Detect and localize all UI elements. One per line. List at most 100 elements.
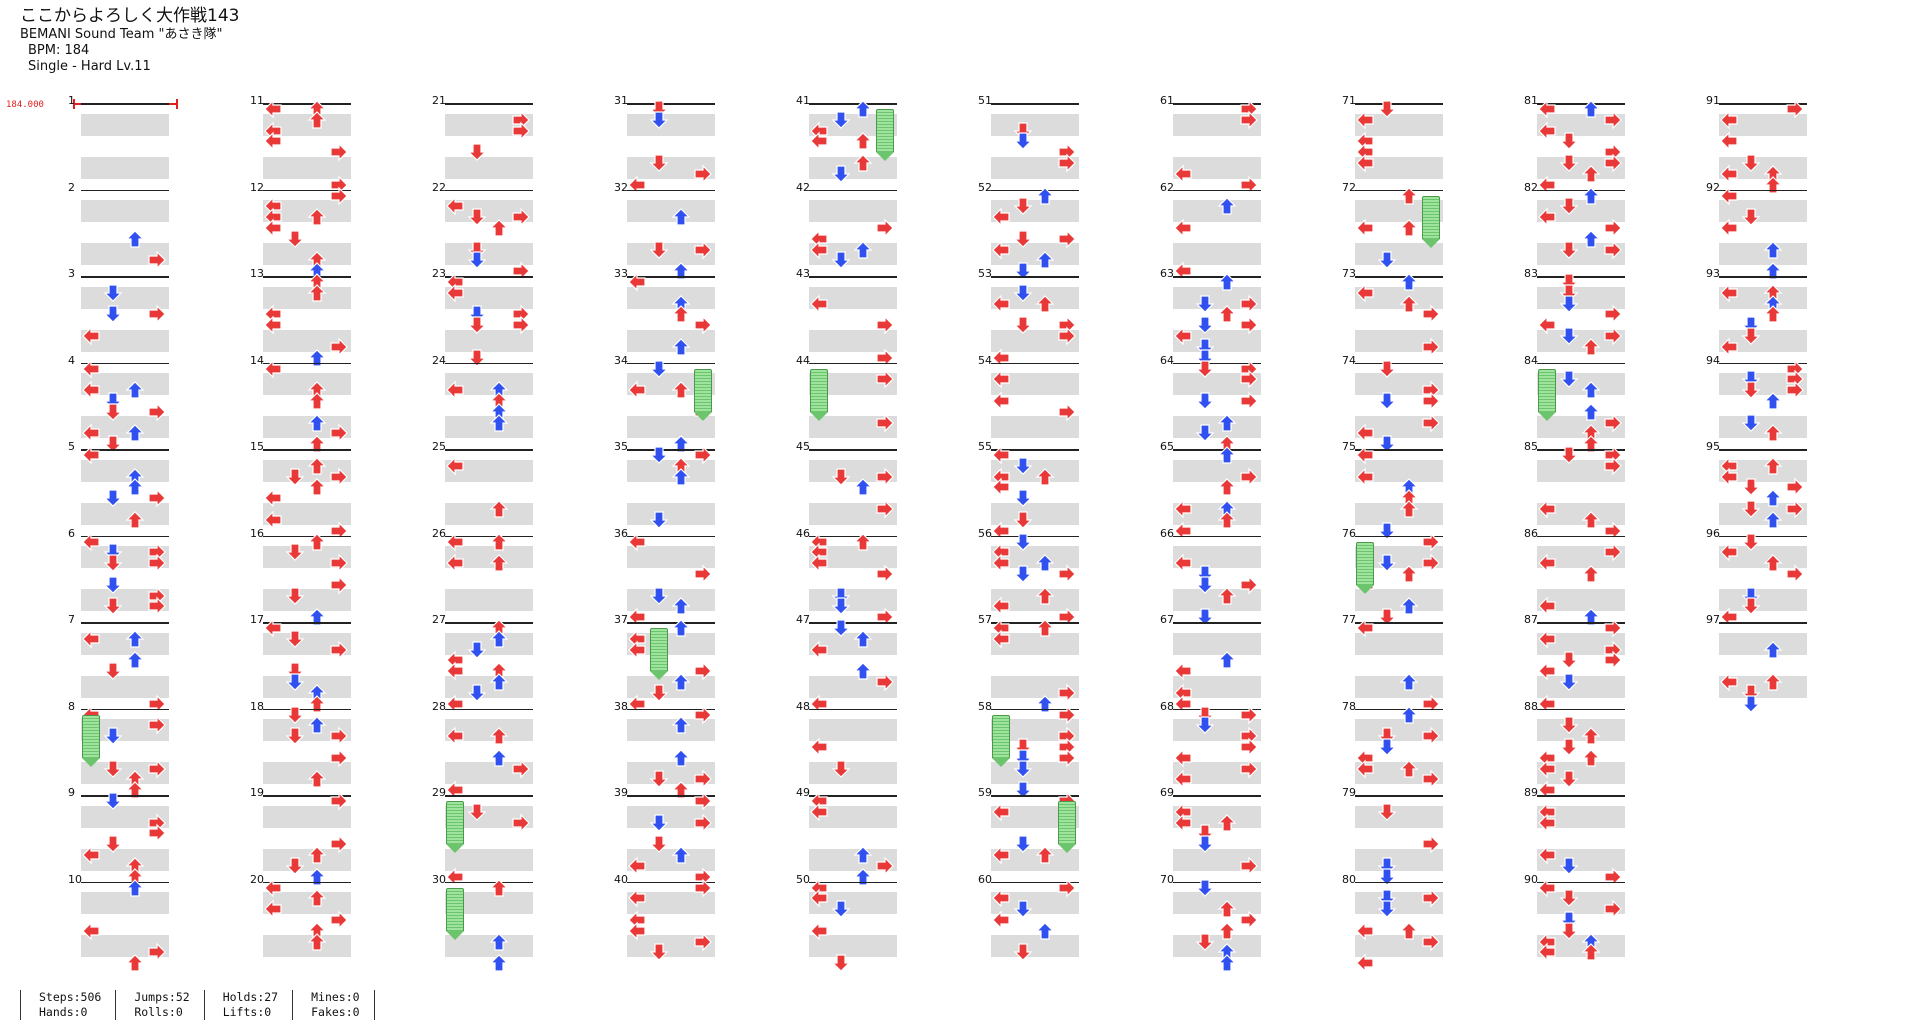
- song-difficulty: Single - Hard Lv.11: [28, 59, 151, 74]
- beat-band: [81, 848, 169, 871]
- measure-line: [1173, 276, 1261, 278]
- beat-band: [1355, 156, 1443, 179]
- measure: 14: [250, 354, 351, 453]
- beat-band: [445, 805, 533, 828]
- arrow-down-icon: [649, 240, 669, 259]
- arrow-left-icon: [82, 380, 100, 400]
- measure-line: [1355, 449, 1443, 451]
- beat-band: [627, 286, 715, 309]
- measure: 27: [432, 613, 533, 714]
- arrow-down-icon: [1377, 359, 1397, 378]
- arrow-left-icon: [1538, 596, 1556, 616]
- beat-band: [809, 805, 897, 828]
- arrow-up-icon: [1217, 921, 1237, 940]
- beat-band: [809, 156, 897, 179]
- arrow-left-icon: [1720, 337, 1738, 357]
- arrow-left-icon: [1538, 553, 1556, 573]
- arrow-left-icon: [1720, 164, 1738, 184]
- arrow-left-icon: [1538, 629, 1556, 649]
- measure: 52: [978, 181, 1079, 281]
- beat-band: [81, 329, 169, 352]
- measure: 70: [1160, 873, 1261, 972]
- measure-line: [1173, 189, 1261, 191]
- arrow-right-icon: [694, 240, 712, 260]
- beat-band: [627, 200, 715, 223]
- beat-band: [809, 589, 897, 612]
- beat-band: [81, 113, 169, 136]
- beat-band: [991, 286, 1079, 309]
- hold-note: [650, 628, 668, 680]
- beat-band: [809, 416, 897, 439]
- arrow-down-icon: [1741, 532, 1761, 551]
- measure-line: [627, 708, 715, 710]
- arrow-down-icon: [831, 111, 851, 129]
- arrow-up-icon: [1217, 586, 1237, 605]
- measure-line: [809, 103, 897, 105]
- measure: 95: [1706, 440, 1807, 536]
- chart-header: ここからよろしく大作戦143 BEMANI Sound Team "あさき隊" …: [20, 8, 239, 74]
- measure: 42: [796, 181, 897, 277]
- arrow-down-icon: [1195, 608, 1215, 627]
- arrow-up-icon: [853, 629, 873, 648]
- measure-line: [627, 103, 715, 105]
- measure-number: 21: [432, 94, 446, 107]
- arrow-up-icon: [489, 878, 509, 897]
- arrow-left-icon: [992, 294, 1010, 314]
- hold-note: [876, 109, 894, 161]
- beat-band: [809, 286, 897, 309]
- arrow-down-icon: [103, 662, 123, 681]
- beat-band: [1537, 546, 1625, 569]
- measure-number: 89: [1524, 786, 1538, 799]
- measure: 67: [1160, 613, 1261, 714]
- beat-band: [1719, 502, 1807, 525]
- beat-band: [1355, 762, 1443, 785]
- measure-line: [809, 708, 897, 710]
- beat-band: [1355, 200, 1443, 223]
- measure-line: [1537, 708, 1625, 710]
- measure-line: [627, 795, 715, 797]
- arrow-up-icon: [125, 478, 145, 497]
- beat-band: [809, 719, 897, 742]
- arrow-down-icon: [467, 349, 487, 367]
- arrow-left-icon: [82, 326, 100, 346]
- measure-number: 68: [1160, 699, 1174, 713]
- beat-band: [81, 459, 169, 482]
- arrow-down-icon: [1377, 803, 1397, 821]
- arrow-up-icon: [307, 694, 327, 713]
- arrow-right-icon: [1240, 369, 1258, 389]
- beat-band: [445, 589, 533, 612]
- measure: 88: [1524, 700, 1625, 800]
- arrow-up-icon: [125, 651, 145, 670]
- arrow-down-icon: [1559, 327, 1579, 345]
- arrow-up-icon: [1581, 338, 1601, 356]
- measure-number: 78: [1342, 699, 1356, 713]
- beat-band: [1719, 373, 1807, 396]
- arrow-left-icon: [628, 694, 646, 714]
- arrow-left-icon: [1538, 813, 1556, 833]
- arrow-left-icon: [628, 921, 646, 941]
- beat-band: [809, 892, 897, 915]
- arrow-left-icon: [446, 380, 464, 400]
- beat-band: [263, 502, 351, 525]
- beat-band: [1173, 286, 1261, 309]
- measure-line: [627, 449, 715, 451]
- stats-col-mines: Mines:0 Fakes:0: [292, 990, 375, 1020]
- arrow-right-icon: [876, 607, 894, 627]
- arrow-up-icon: [307, 413, 327, 432]
- arrow-down-icon: [831, 900, 851, 918]
- arrow-up-icon: [1581, 943, 1601, 961]
- arrow-down-icon: [1741, 478, 1761, 497]
- measure-line: [991, 881, 1079, 883]
- arrow-left-icon: [82, 921, 100, 941]
- beat-band: [445, 502, 533, 525]
- arrow-right-icon: [1604, 867, 1622, 887]
- arrow-left-icon: [1356, 153, 1374, 173]
- arrow-up-icon: [489, 554, 509, 572]
- measure: 79: [1342, 786, 1443, 886]
- measure: 12: [250, 181, 351, 280]
- arrow-down-icon: [1559, 651, 1579, 670]
- beat-band: [1173, 589, 1261, 612]
- arrow-left-icon: [264, 878, 282, 897]
- measure-number: 51: [978, 94, 992, 107]
- measure-number: 72: [1342, 180, 1356, 194]
